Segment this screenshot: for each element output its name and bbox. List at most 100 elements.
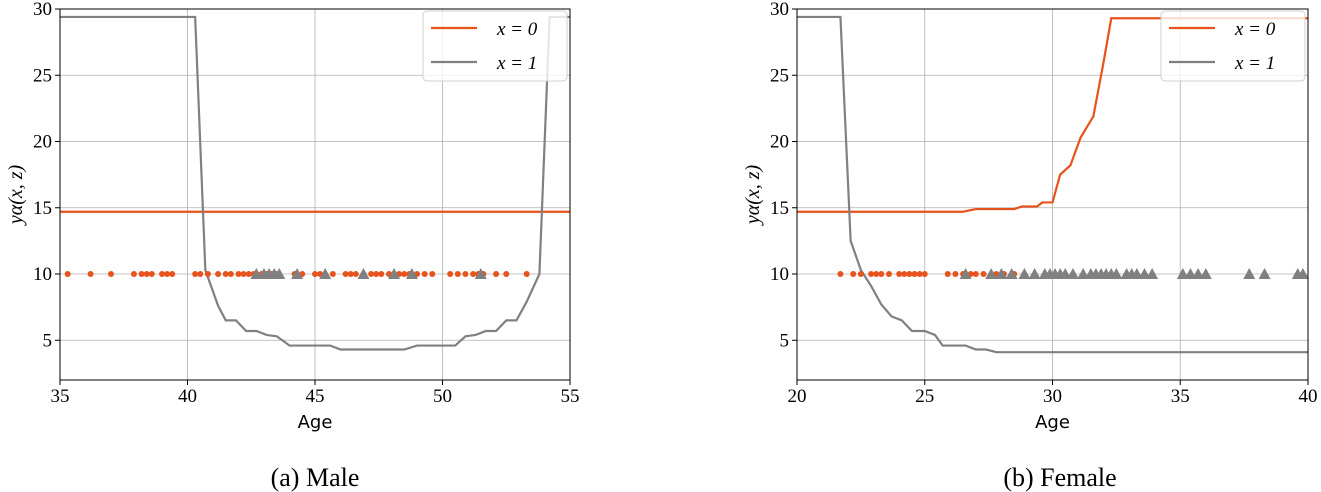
legend-label: x = 0 xyxy=(1234,19,1276,40)
circle-point xyxy=(503,271,510,277)
circle-point xyxy=(401,271,408,277)
x-tick-label: 40 xyxy=(178,386,197,407)
circle-point xyxy=(980,271,987,277)
circle-point xyxy=(192,271,199,277)
circle-point xyxy=(222,271,229,277)
circle-point xyxy=(462,271,469,277)
circle-point xyxy=(378,271,385,277)
triangle-point xyxy=(1258,268,1271,279)
triangle-point xyxy=(1110,268,1123,279)
circle-point xyxy=(916,271,923,277)
legend-label: x = 1 xyxy=(1234,53,1275,74)
circle-point xyxy=(143,271,150,277)
line xyxy=(797,15,1308,354)
y-tick-label: 20 xyxy=(33,132,52,153)
circle-point xyxy=(148,271,155,277)
triangle-point xyxy=(1005,268,1018,279)
line xyxy=(797,17,1308,213)
circle-point xyxy=(921,271,928,277)
triangle-point xyxy=(319,268,332,279)
triangle-point xyxy=(959,268,972,279)
circle-point xyxy=(972,271,979,277)
circle-point xyxy=(885,271,892,277)
x-tick-label: 40 xyxy=(1299,386,1318,407)
axes-frame xyxy=(796,8,1309,381)
circle-point xyxy=(329,271,336,277)
circle-point xyxy=(342,271,349,277)
triangle-point xyxy=(1243,268,1256,279)
circle-point xyxy=(944,271,951,277)
circle-point xyxy=(235,271,242,277)
triangle-point xyxy=(1146,268,1159,279)
x-tick-label: 55 xyxy=(561,386,580,407)
triangle-point xyxy=(1176,268,1189,279)
plot-area xyxy=(60,15,570,351)
triangle-point xyxy=(1199,268,1212,279)
y-axis-label: yα(x, z) xyxy=(5,164,27,226)
axes-frame xyxy=(59,8,571,381)
circle-point xyxy=(164,271,171,277)
triangle-point xyxy=(474,268,487,279)
circle-point xyxy=(204,271,211,277)
line xyxy=(60,15,570,351)
triangle-point xyxy=(1028,268,1041,279)
triangle-point xyxy=(1130,268,1143,279)
circle-point xyxy=(159,271,165,277)
x-tick-label: 50 xyxy=(433,386,452,407)
circle-point xyxy=(352,271,359,277)
y-tick-label: 25 xyxy=(33,65,52,86)
circle-point xyxy=(454,271,461,277)
x-tick-label: 35 xyxy=(51,386,70,407)
legend-box xyxy=(422,10,568,82)
triangle-point xyxy=(1138,268,1151,279)
circle-point xyxy=(64,271,71,277)
caption: (b) Female xyxy=(1003,463,1116,492)
circle-point xyxy=(245,271,252,277)
circle-point xyxy=(197,271,204,277)
triangle-point xyxy=(250,268,263,279)
circle-point xyxy=(878,271,885,277)
circle-point xyxy=(523,271,530,277)
panel: 20 25 30 35 40 5 10 15 20 25 30 x = 0 x = 1 Age yα(x, … xyxy=(742,0,1318,492)
y-tick-label: 5 xyxy=(780,330,790,351)
circle-point xyxy=(896,271,903,277)
y-tick-label: 15 xyxy=(33,198,52,219)
y-axis-label: yα(x, z) xyxy=(742,164,764,226)
y-tick-label: 30 xyxy=(770,0,789,20)
legend-label: x = 1 xyxy=(496,53,537,74)
triangle-point xyxy=(357,268,370,279)
x-tick-label: 35 xyxy=(1171,386,1190,407)
circle-point xyxy=(952,271,959,277)
x-axis-label: Age xyxy=(1035,412,1070,433)
legend-box xyxy=(1160,10,1306,82)
circle-point xyxy=(850,271,857,277)
circle-point xyxy=(312,271,318,277)
triangle-point xyxy=(273,268,286,279)
circle-point xyxy=(347,271,354,277)
x-tick-label: 25 xyxy=(915,386,934,407)
plot-area xyxy=(797,15,1308,354)
circle-point xyxy=(901,271,908,277)
triangle-point xyxy=(995,268,1008,279)
circle-point xyxy=(130,271,137,277)
triangle-point xyxy=(1184,268,1197,279)
y-tick-label: 30 xyxy=(33,0,52,20)
triangle-point xyxy=(1018,268,1031,279)
circle-point xyxy=(447,271,454,277)
circle-point xyxy=(493,271,500,277)
y-tick-label: 10 xyxy=(770,264,789,285)
triangle-point xyxy=(1059,268,1072,279)
x-tick-label: 45 xyxy=(306,386,325,407)
circle-point xyxy=(837,271,844,277)
triangle-point xyxy=(405,268,418,279)
circle-point xyxy=(108,271,114,277)
caption: (a) Male xyxy=(271,463,360,492)
triangle-point xyxy=(1296,268,1308,279)
circle-point xyxy=(215,271,222,277)
triangle-point xyxy=(388,268,401,279)
circle-point xyxy=(911,271,918,277)
circle-point xyxy=(138,271,145,277)
triangle-point xyxy=(1077,268,1090,279)
